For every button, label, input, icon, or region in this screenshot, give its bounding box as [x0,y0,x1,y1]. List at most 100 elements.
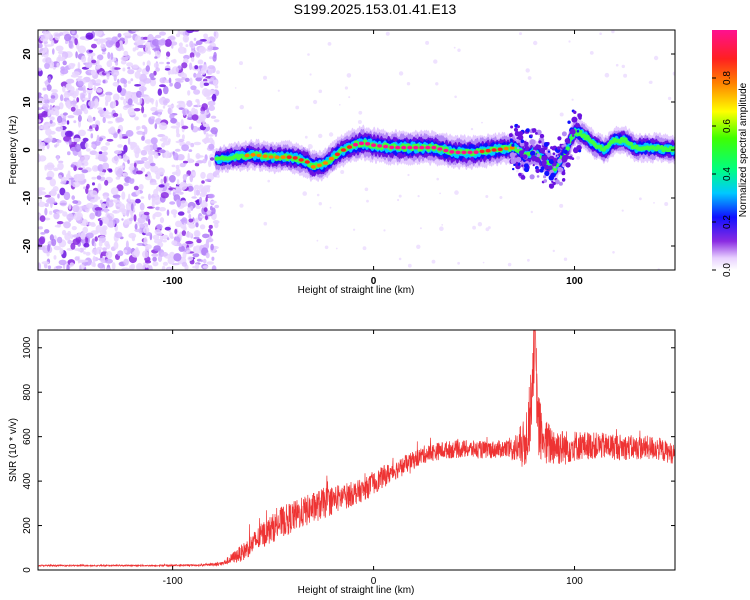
noise-blob [108,112,112,115]
noise-blob [43,94,49,101]
noise-blob [73,120,77,124]
noise-speck [366,199,369,203]
noise-speck [436,177,440,181]
noise-blob [212,54,217,62]
noise-blob [178,243,182,247]
noise-blob [91,124,97,128]
noise-blob [66,78,75,84]
noise-blob [38,67,42,72]
noise-blob [94,236,98,242]
noise-speck [649,80,653,85]
noise-blob [186,158,194,164]
scatter-mark [522,149,525,153]
snr-y-tick-label: 0 [22,567,33,573]
noise-blob [127,137,131,145]
scatter-mark [561,178,566,182]
noise-blob [133,185,139,191]
noise-blob [214,204,220,209]
noise-blob [168,77,172,84]
noise-blob [144,126,148,135]
noise-speck [316,239,319,242]
noise-blob [143,226,150,234]
noise-speck [316,193,320,197]
scatter-mark [536,153,541,158]
noise-blob [80,173,85,179]
noise-blob [80,232,86,240]
noise-blob [128,178,135,185]
noise-blob [146,60,151,67]
snr-y-tick-label: 400 [22,472,33,489]
snr-x-tick-label: 0 [371,576,377,587]
noise-speck [563,257,568,261]
scatter-mark [561,131,567,137]
noise-blob [85,32,94,40]
noise-blob [181,144,190,152]
noise-blob [143,237,148,245]
noise-blob [195,205,201,209]
noise-speck [482,261,485,264]
noise-blob [201,88,209,97]
noise-blob [46,143,50,150]
noise-speck [216,174,220,178]
noise-blob [151,116,156,120]
scatter-mark [543,142,549,147]
noise-blob [77,248,82,252]
spectrogram-x-tick-label: 0 [371,276,377,287]
ridge-peak [304,160,310,164]
page-title: S199.2025.153.01.41.E13 [293,1,457,17]
noise-blob [186,117,194,120]
noise-blob [124,105,132,108]
snr-y-tick-label: 800 [22,383,33,400]
noise-blob [44,203,49,207]
noise-blob [201,69,206,75]
noise-blob [122,67,126,72]
noise-blob [97,58,100,66]
scatter-mark [529,174,535,180]
scatter-mark [525,128,530,133]
noise-blob [47,76,52,83]
noise-blob [206,96,212,100]
noise-blob [98,240,103,247]
scatter-mark [522,154,528,160]
scatter-mark [554,179,560,185]
noise-blob [93,38,98,42]
noise-blob [77,75,83,79]
noise-speck [267,179,271,183]
scatter-mark [511,143,515,147]
noise-blob [200,188,207,196]
ridge-peak [407,145,413,150]
noise-blob [167,36,176,40]
noise-blob [105,200,114,208]
ridge-peak [340,148,346,152]
ridge-mark [623,137,628,142]
noise-blob [117,167,123,175]
noise-speck [328,132,334,137]
noise-blob [111,199,120,203]
noise-blob [56,139,62,143]
noise-blob [98,151,103,155]
noise-speck [263,75,267,80]
scatter-mark [508,133,513,138]
noise-blob [82,137,89,142]
scatter-mark [557,136,562,141]
noise-blob [44,217,51,221]
noise-speck [313,99,318,105]
scatter-mark [550,146,554,150]
noise-blob [113,210,118,214]
noise-speck [416,244,421,249]
noise-blob [137,51,144,57]
ridge-peak [377,144,383,148]
noise-blob [96,88,103,93]
noise-speck [667,96,672,101]
noise-blob [38,107,43,111]
noise-blob [100,203,107,209]
noise-blob [161,265,166,270]
scatter-mark [509,138,513,142]
noise-blob [142,78,152,84]
noise-speck [353,228,356,231]
noise-speck [435,82,439,86]
noise-blob [77,45,87,54]
noise-blob [103,195,108,200]
noise-blob [85,62,93,69]
